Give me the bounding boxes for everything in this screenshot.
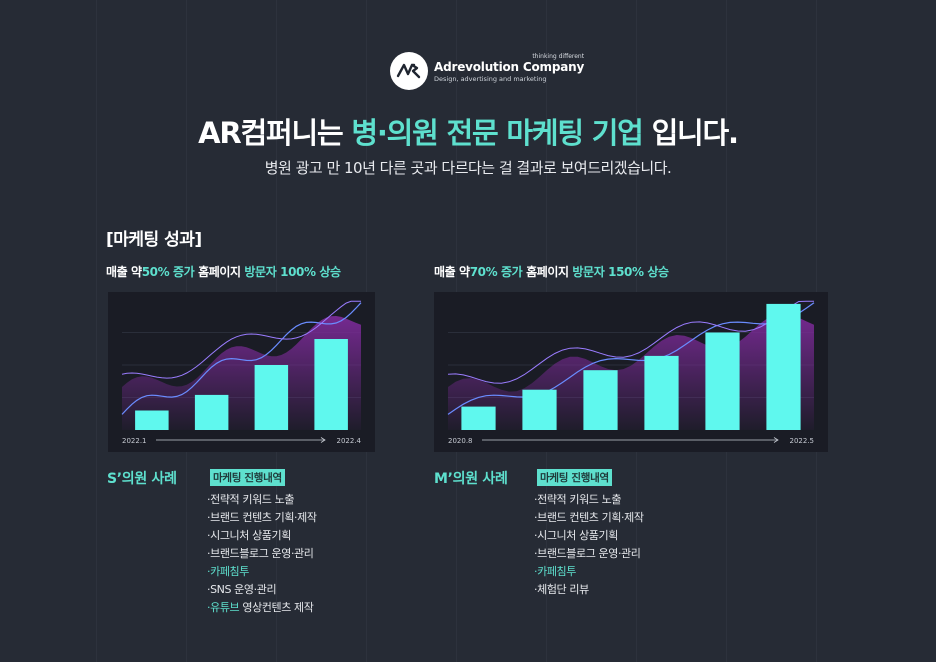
case-2-headline-part: 매출 약 [434,265,470,279]
case-2-name: M’의원 사례 [434,471,508,487]
case-1-headline-sales: 50% 증가 [141,265,195,279]
case-2-badge: 마케팅 진행내역 [537,469,612,486]
case-2-headline: 매출 약70% 증가 홈페이지 방문자 150% 상승 [434,263,669,280]
page-headline: AR컴퍼니는 병·의원 전문 마케팅 기업 입니다. [0,110,936,152]
case-2-item: ·시그니처 상품기획 [534,529,618,542]
case-1-item: ·브랜드블로그 운영·관리 [207,547,314,560]
chart-start-date: 2020.8 [448,437,473,445]
page-subheadline: 병원 광고 만 10년 다른 곳과 다르다는 걸 결과로 보여드리겠습니다. [264,159,672,177]
case-2-headline-visitors: 방문자 150% 상승 [572,265,669,279]
headline-suffix: 입니다. [642,116,739,150]
chart-trend-area [448,313,814,430]
chart-bar [766,303,801,430]
case-1-item: ·전략적 키워드 노출 [207,493,295,506]
case-2-headline-sales: 70% 증가 [469,265,523,279]
chart-start-date: 2022.1 [122,437,147,445]
case-2-item: ·체험단 리뷰 [534,583,589,596]
chart-arrowhead-icon [773,437,779,443]
case-2-growth-chart: 2020.8 2022.5 [434,292,828,452]
chart-bar [194,394,229,430]
case-1-item-rest: 영상컨텐츠 제작 [239,601,314,614]
case-1-headline-visitors: 방문자 100% 상승 [244,265,341,279]
chart-trend-line [121,300,361,379]
case-1-badge: 마케팅 진행내역 [210,469,285,486]
case-2-item: ·브랜드블로그 운영·관리 [534,547,641,560]
chart-arrowhead-icon [320,437,326,443]
chart-bar [254,365,289,430]
case-1-name: S’의원 사례 [107,471,177,487]
case-1-marketing-list: 마케팅 진행내역 ·전략적 키워드 노출 ·브랜드 컨텐츠 기획·제작 ·시그니… [207,466,317,617]
chart-bar [644,355,679,430]
case-2-item: ·브랜드 컨텐츠 기획·제작 [534,511,644,524]
case-2-headline-part: 홈페이지 [522,265,573,279]
case-1-item: ·카페침투 [207,565,249,578]
headline-prefix: AR컴퍼니는 [198,116,352,150]
logo-mark-icon [390,52,428,90]
chart-end-date: 2022.5 [790,437,815,445]
chart-end-date: 2022.4 [337,437,362,445]
chart-bar [314,339,348,430]
case-1-item: ·브랜드 컨텐츠 기획·제작 [207,511,317,524]
chart-trend-line [447,300,814,384]
case-1-headline: 매출 약50% 증가 홈페이지 방문자 100% 상승 [106,263,341,280]
case-1-item: ·시그니처 상품기획 [207,529,291,542]
chart-bar [522,389,557,430]
section-title: [마케팅 성과] [106,230,202,250]
case-2-item: ·전략적 키워드 노출 [534,493,622,506]
chart-bar [705,332,740,430]
case-1-item-youtube: ·유튜브 영상컨텐츠 제작 [207,599,317,617]
case-2-marketing-list: 마케팅 진행내역 ·전략적 키워드 노출 ·브랜드 컨텐츠 기획·제작 ·시그니… [534,466,644,599]
headline-accent: 병·의원 전문 마케팅 기업 [351,116,644,150]
chart-trend-line [447,302,815,415]
brand-name: Adrevolution Company [434,59,585,74]
case-1-item-accent: ·유튜브 [207,601,240,614]
chart-trend-area [122,316,361,430]
brand-tagline: thinking different [532,52,585,60]
brand-logo: thinking different Adrevolution Company … [390,52,584,90]
case-1-growth-chart: 2022.1 2022.4 [108,292,375,452]
case-2-item: ·카페침투 [534,565,576,578]
case-1-headline-part: 매출 약 [106,265,142,279]
case-1-item: ·SNS 운영·관리 [207,583,277,596]
brand-subtitle: Design, advertising and marketing [434,74,547,83]
chart-bar [135,410,169,430]
chart-bar [583,370,618,430]
chart-bar [461,406,496,430]
case-1-headline-part: 홈페이지 [194,265,245,279]
